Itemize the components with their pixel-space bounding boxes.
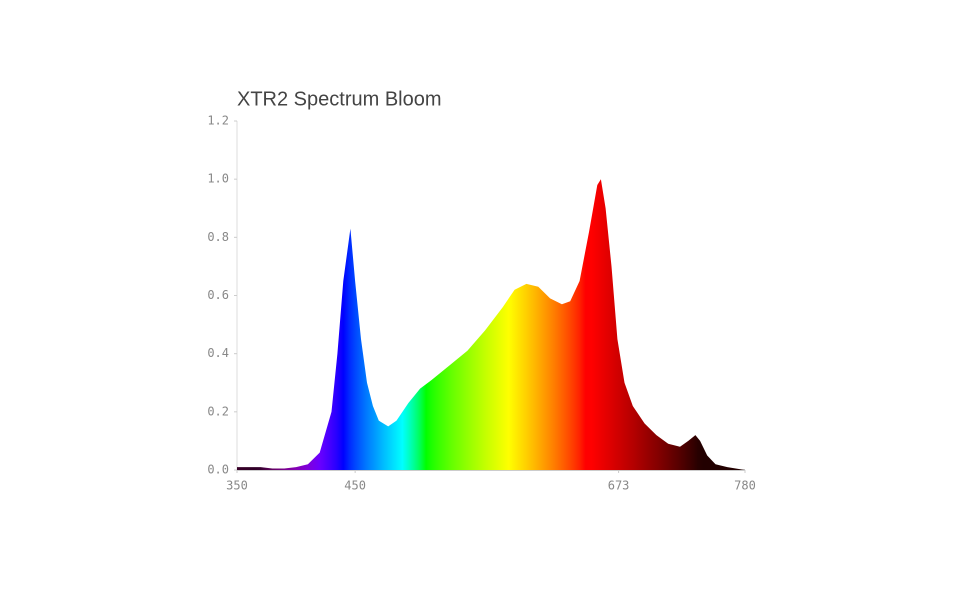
x-tick-label: 450 [344, 479, 366, 493]
x-tick-label: 350 [226, 479, 248, 493]
x-tick-label: 780 [734, 479, 756, 493]
y-tick-label: 1.2 [207, 114, 229, 128]
y-tick-label: 0.4 [207, 346, 229, 360]
y-tick-label: 0.0 [207, 463, 229, 477]
x-tick-label: 673 [608, 479, 630, 493]
chart-title: XTR2 Spectrum Bloom [237, 88, 442, 110]
y-tick-label: 0.6 [207, 288, 229, 302]
y-tick-label: 0.8 [207, 230, 229, 244]
y-tick-label: 0.2 [207, 404, 229, 418]
spectrum-area [237, 179, 745, 470]
y-tick-label: 1.0 [207, 172, 229, 186]
